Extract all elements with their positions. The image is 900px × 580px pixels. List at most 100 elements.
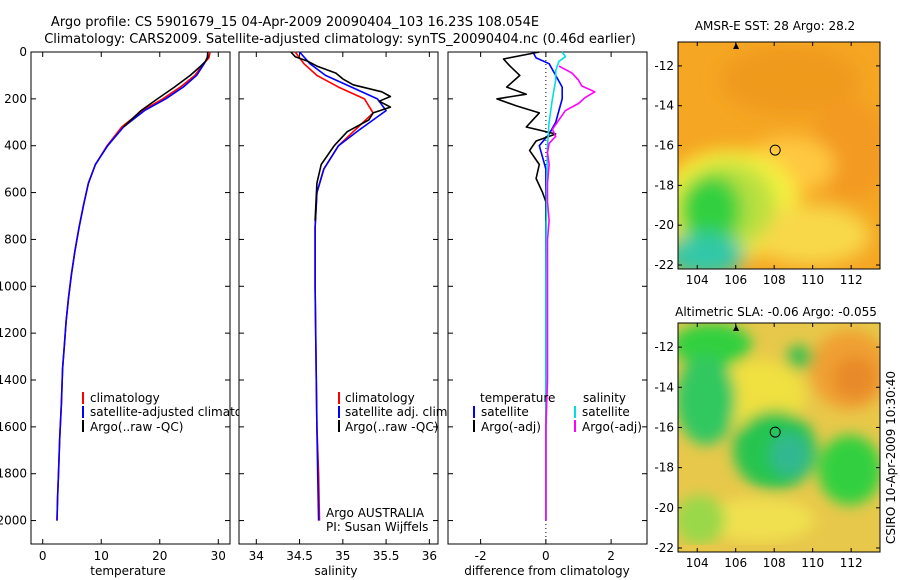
sla-blobs	[678, 323, 880, 545]
x-tick-label: 34	[249, 549, 264, 563]
sla-map-panel: Altimetric SLA: -0.06 Argo: -0.055 104 10…	[654, 305, 881, 570]
series-line-argo-raw-qc-	[122, 52, 209, 128]
sla-map-title: Altimetric SLA: -0.06 Argo: -0.055	[675, 305, 877, 319]
sla-map-frame	[677, 322, 881, 553]
legend-label-sal-argo: Argo(-adj)	[582, 420, 642, 434]
sst-yellow-patch	[750, 205, 870, 265]
map-y-tick-label: -22	[654, 541, 674, 555]
sla-map-corner-mark: ▲	[733, 323, 740, 332]
sla-heatmap	[678, 323, 880, 552]
map-y-tick-label: -18	[654, 178, 674, 192]
x-tick-label: 34.5	[286, 549, 313, 563]
map-y-tick-label: -20	[654, 218, 674, 232]
legend-label-satellite: satellite-adjusted climatology	[90, 405, 268, 419]
series-line-satellite-adj-clim-	[298, 51, 387, 521]
difference-panel: -2 0 2 difference from climatology tempera…	[447, 51, 648, 578]
csiro-timestamp: CSIRO 10-Apr-2009 10:30:40	[884, 371, 898, 544]
y-tick-label: 600	[4, 186, 27, 200]
x-tick-label: 2	[607, 549, 615, 563]
temperature-panel: 0 10 20 30 0 200 400 600 800 1000 1200 1400 1600 1800…	[0, 45, 268, 578]
y-tick-label: 1200	[0, 326, 27, 340]
figure-title-line1: Argo profile: CS 5901679_15 04-Apr-2009 …	[51, 15, 539, 30]
salinity-xlabel: salinity	[314, 564, 357, 578]
legend-label-sal-satellite: satellite	[582, 405, 630, 419]
temperature-legend: climatology satellite-adjusted climatolo…	[82, 391, 268, 434]
temperature-ticks: 0 10 20 30 0 200 400 600 800 1000 1200 1400 1600 1800…	[0, 45, 230, 563]
figure-title-line2: Climatology: CARS2009. Satellite-adjuste…	[44, 32, 636, 47]
map-y-tick-label: -18	[654, 461, 674, 475]
sst-map-frame	[677, 41, 881, 270]
map-x-tick-label: 110	[801, 556, 824, 570]
series-line-satellite-adjusted-climatology	[56, 51, 209, 521]
salinity-panel: 34 34.5 35 35.5 36 salinity climatology sate…	[238, 51, 451, 578]
difference-legend: temperature satellite Argo(-adj) salinit…	[473, 391, 642, 434]
difference-xlabel: difference from climatology	[464, 564, 630, 578]
sst-green-patch	[678, 174, 742, 246]
y-tick-label: 200	[4, 92, 27, 106]
map-y-tick-label: -20	[654, 501, 674, 515]
salinity-legend: climatology satellite adj. clim. Argo(..…	[338, 391, 451, 434]
legend-label-temp-argo: Argo(-adj)	[481, 420, 541, 434]
salinity-lines	[290, 51, 392, 521]
x-tick-label: 35.5	[373, 549, 400, 563]
y-tick-label: 1000	[0, 279, 27, 293]
salinity-plot-frame	[238, 51, 439, 545]
map-x-tick-label: 106	[724, 273, 747, 287]
y-tick-label: 800	[4, 232, 27, 246]
float-program-label: Argo AUSTRALIA	[326, 506, 425, 520]
x-tick-label: 10	[94, 549, 109, 563]
sla-yellow-patch	[705, 498, 815, 542]
x-tick-label: 30	[211, 549, 226, 563]
difference-ticks: -2 0 2	[448, 51, 647, 563]
map-x-tick-label: 106	[724, 556, 747, 570]
legend-label-climatology: climatology	[345, 391, 415, 405]
series-line-argo-raw-qc-	[290, 51, 392, 221]
sla-green-patch	[818, 435, 880, 505]
sst-map-title: AMSR-E SST: 28 Argo: 28.2	[695, 19, 855, 33]
y-tick-label: 1800	[0, 467, 27, 481]
map-x-tick-label: 104	[686, 273, 709, 287]
legend-label-argo: Argo(..raw -QC)	[90, 420, 183, 434]
map-y-tick-label: -12	[654, 59, 674, 73]
salinity-ticks: 34 34.5 35 35.5 36	[239, 51, 438, 563]
sst-map-ticks: 104 106 108 110 112 -12 -14 -16 -18 -20 -22	[654, 42, 880, 287]
legend-title-salinity: salinity	[583, 391, 626, 405]
sst-blobs	[678, 45, 880, 269]
map-y-tick-label: -22	[654, 258, 674, 272]
map-y-tick-label: -14	[654, 99, 674, 113]
y-tick-label: 1400	[0, 373, 27, 387]
x-tick-label: 0	[39, 549, 47, 563]
temperature-xlabel: temperature	[90, 564, 165, 578]
legend-label-climatology: climatology	[90, 391, 160, 405]
map-x-tick-label: 112	[840, 273, 863, 287]
difference-lines	[496, 51, 596, 544]
x-tick-label: 20	[152, 549, 167, 563]
sst-warm-patch	[720, 45, 860, 115]
sla-orange-patch	[833, 356, 877, 400]
argo-position-marker	[769, 144, 781, 156]
map-x-tick-label: 112	[840, 556, 863, 570]
argo-position-marker	[769, 426, 781, 438]
sst-cyan-patch	[678, 233, 745, 269]
temperature-lines	[56, 51, 211, 521]
map-x-tick-label: 104	[686, 556, 709, 570]
map-x-tick-label: 108	[763, 273, 786, 287]
y-tick-label: 2000	[0, 514, 27, 528]
series-line-salinity-satellite	[545, 51, 567, 521]
y-tick-label: 0	[19, 45, 27, 59]
y-tick-label: 1600	[0, 420, 27, 434]
sla-green-patch	[678, 323, 752, 367]
sst-map-corner-mark: ▲	[733, 41, 740, 50]
sla-green-patch	[786, 345, 814, 369]
legend-label-argo: Argo(..raw -QC)	[345, 420, 438, 434]
legend-label-satellite: satellite adj. clim.	[345, 405, 451, 419]
sla-teal-patch	[770, 433, 810, 477]
x-tick-label: 0	[542, 549, 550, 563]
sla-map-ticks: 104 106 108 110 112 -12 -14 -16 -18 -20 -22	[654, 323, 880, 570]
x-tick-label: -2	[475, 549, 487, 563]
temperature-plot-frame	[30, 51, 231, 545]
x-tick-label: 35	[335, 549, 350, 563]
x-tick-label: 36	[422, 549, 437, 563]
series-line-climatology	[56, 51, 211, 521]
